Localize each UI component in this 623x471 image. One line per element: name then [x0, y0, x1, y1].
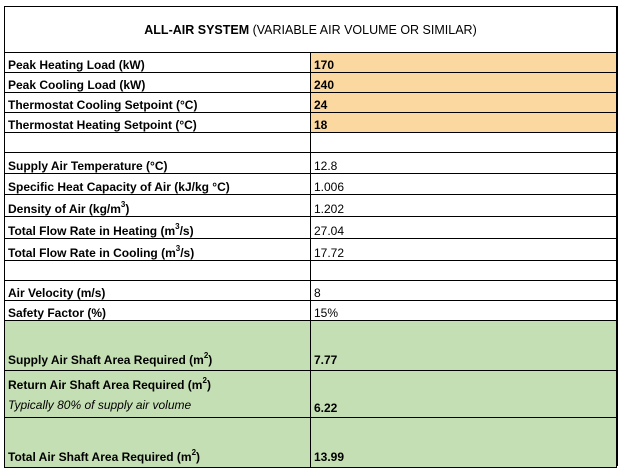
superscript: 2	[203, 351, 209, 360]
specific-heat-value[interactable]: 1.006	[310, 173, 617, 195]
safety-factor-label[interactable]: Safety Factor (%)	[4, 300, 311, 321]
safety-factor-value[interactable]: 15%	[310, 300, 617, 321]
flow-heating-label[interactable]: Total Flow Rate in Heating (m3/s)	[4, 216, 311, 239]
superscript: 2	[191, 448, 197, 457]
table-row: Air Velocity (m/s) 8	[4, 280, 617, 301]
peak-cooling-label[interactable]: Peak Cooling Load (kW)	[4, 72, 311, 93]
total-shaft-label[interactable]: Total Air Shaft Area Required (m2)	[4, 417, 311, 468]
empty-cell[interactable]	[310, 132, 617, 153]
superscript: 3	[175, 222, 180, 231]
flow-heating-label-text: Total Flow Rate in Heating (m	[8, 224, 176, 238]
return-shaft-label-text: Return Air Shaft Area Required (m	[8, 378, 203, 392]
air-velocity-label[interactable]: Air Velocity (m/s)	[4, 280, 311, 301]
title-row: ALL-AIR SYSTEM (VARIABLE AIR VOLUME OR S…	[4, 6, 617, 53]
shaft-calc-table: ALL-AIR SYSTEM (VARIABLE AIR VOLUME OR S…	[4, 6, 617, 468]
peak-heating-label[interactable]: Peak Heating Load (kW)	[4, 52, 311, 73]
flow-cooling-label[interactable]: Total Flow Rate in Cooling (m3/s)	[4, 238, 311, 261]
total-shaft-label-text: Total Air Shaft Area Required (m	[8, 450, 192, 464]
table-row: Total Flow Rate in Heating (m3/s) 27.04	[4, 216, 617, 239]
table-row: Total Flow Rate in Cooling (m3/s) 17.72	[4, 238, 617, 261]
cooling-setpoint-label[interactable]: Thermostat Cooling Setpoint (°C)	[4, 92, 311, 113]
heating-setpoint-label[interactable]: Thermostat Heating Setpoint (°C)	[4, 112, 311, 133]
return-shaft-note: Typically 80% of supply air volume	[8, 398, 192, 412]
grid-edge-line	[617, 6, 619, 466]
empty-cell[interactable]	[4, 132, 311, 153]
flow-cooling-label-suffix: /s)	[180, 246, 195, 260]
supply-shaft-label-suffix: )	[208, 353, 213, 367]
spacer-row	[4, 132, 617, 153]
return-shaft-label-suffix: )	[206, 378, 211, 392]
table-title[interactable]: ALL-AIR SYSTEM (VARIABLE AIR VOLUME OR S…	[4, 6, 617, 53]
air-density-label[interactable]: Density of Air (kg/m3)	[4, 194, 311, 217]
supply-air-temp-label[interactable]: Supply Air Temperature (°C)	[4, 152, 311, 174]
specific-heat-label[interactable]: Specific Heat Capacity of Air (kJ/kg °C)	[4, 173, 311, 195]
air-density-label-text: Density of Air (kg/m	[8, 202, 121, 216]
superscript: 2	[202, 376, 207, 385]
heating-setpoint-input[interactable]: 18	[310, 112, 617, 133]
flow-heating-value[interactable]: 27.04	[310, 216, 617, 239]
table-row: Supply Air Temperature (°C) 12.8	[4, 152, 617, 174]
table-row: Safety Factor (%) 15%	[4, 300, 617, 321]
table-row: Supply Air Shaft Area Required (m2) 7.77	[4, 320, 617, 371]
supply-shaft-label[interactable]: Supply Air Shaft Area Required (m2)	[4, 320, 311, 371]
total-shaft-label-suffix: )	[196, 450, 201, 464]
supply-shaft-label-text: Supply Air Shaft Area Required (m	[8, 353, 204, 367]
title-bold: ALL-AIR SYSTEM	[144, 22, 250, 37]
table-row: Thermostat Cooling Setpoint (°C) 24	[4, 92, 617, 113]
table-row: Return Air Shaft Area Required (m2) Typic…	[4, 370, 617, 418]
table-row: Total Air Shaft Area Required (m2) 13.99	[4, 417, 617, 468]
superscript: 3	[120, 200, 126, 209]
air-density-label-suffix: )	[125, 202, 130, 216]
peak-cooling-input[interactable]: 240	[310, 72, 617, 93]
air-density-value[interactable]: 1.202	[310, 194, 617, 217]
table-row: Peak Heating Load (kW) 170	[4, 52, 617, 73]
total-shaft-value[interactable]: 13.99	[310, 417, 617, 468]
return-shaft-label[interactable]: Return Air Shaft Area Required (m2) Typic…	[4, 370, 311, 418]
flow-cooling-value[interactable]: 17.72	[310, 238, 617, 261]
flow-heating-label-suffix: /s)	[179, 224, 194, 238]
supply-air-temp-value[interactable]: 12.8	[310, 152, 617, 174]
title-rest: (VARIABLE AIR VOLUME OR SIMILAR)	[249, 22, 477, 37]
peak-heating-input[interactable]: 170	[310, 52, 617, 73]
air-velocity-value[interactable]: 8	[310, 280, 617, 301]
table-row: Density of Air (kg/m3) 1.202	[4, 194, 617, 217]
cooling-setpoint-input[interactable]: 24	[310, 92, 617, 113]
flow-cooling-label-text: Total Flow Rate in Cooling (m	[8, 246, 176, 260]
superscript: 3	[175, 244, 181, 253]
return-shaft-value[interactable]: 6.22	[310, 370, 617, 418]
table-row: Thermostat Heating Setpoint (°C) 18	[4, 112, 617, 133]
supply-shaft-value[interactable]: 7.77	[310, 320, 617, 371]
empty-cell[interactable]	[310, 260, 617, 281]
spacer-row	[4, 260, 617, 281]
table-row: Specific Heat Capacity of Air (kJ/kg °C)…	[4, 173, 617, 195]
empty-cell[interactable]	[4, 260, 311, 281]
table-row: Peak Cooling Load (kW) 240	[4, 72, 617, 93]
